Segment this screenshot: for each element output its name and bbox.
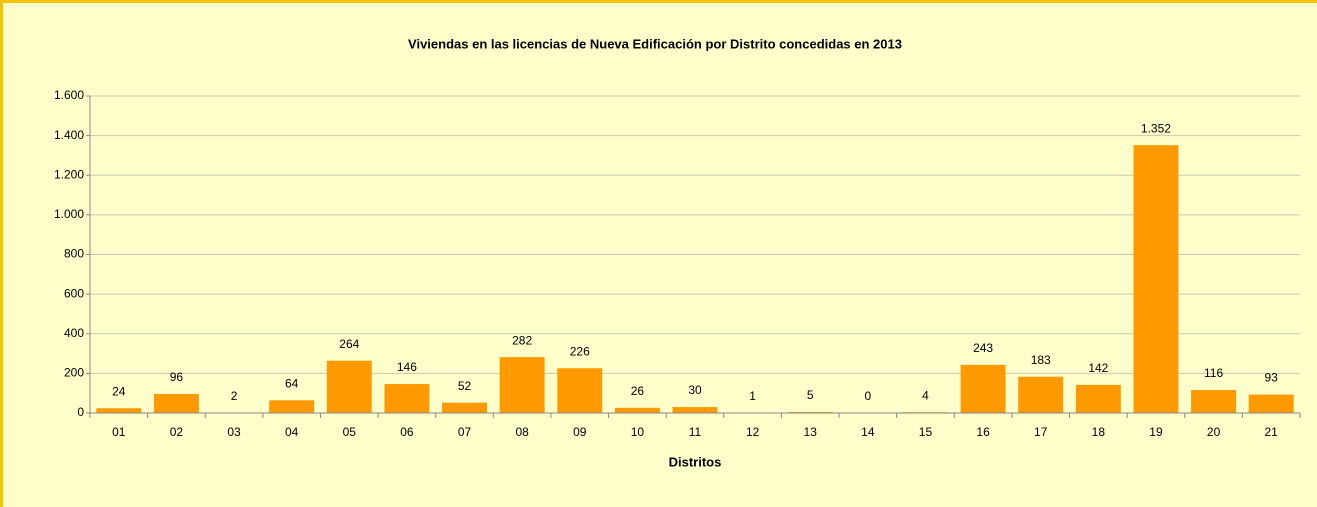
data-label: 52 bbox=[458, 379, 472, 393]
x-tick-label: 17 bbox=[1034, 425, 1048, 439]
data-label: 24 bbox=[112, 384, 126, 398]
y-tick-label: 1.000 bbox=[54, 207, 84, 221]
data-label: 0 bbox=[865, 389, 872, 403]
bar bbox=[96, 408, 142, 413]
data-label: 264 bbox=[339, 337, 359, 351]
x-axis-title: Distritos bbox=[669, 454, 722, 469]
data-label: 183 bbox=[1031, 353, 1051, 367]
data-label: 4 bbox=[922, 388, 929, 402]
data-label: 142 bbox=[1088, 361, 1108, 375]
data-label: 5 bbox=[807, 388, 814, 402]
data-label: 1.352 bbox=[1141, 121, 1171, 135]
data-label: 30 bbox=[688, 383, 702, 397]
data-label: 282 bbox=[512, 333, 532, 347]
y-tick-label: 0 bbox=[77, 405, 84, 419]
bar bbox=[442, 402, 487, 413]
bar bbox=[614, 407, 660, 413]
x-tick-label: 16 bbox=[976, 425, 990, 439]
y-tick-label: 800 bbox=[64, 247, 84, 261]
x-tick-label: 07 bbox=[458, 425, 472, 439]
bar bbox=[557, 368, 603, 413]
bar bbox=[153, 393, 199, 413]
data-label: 226 bbox=[570, 344, 590, 358]
data-label: 64 bbox=[285, 376, 299, 390]
x-tick-label: 02 bbox=[170, 425, 184, 439]
x-tick-label: 08 bbox=[515, 425, 529, 439]
data-label: 2 bbox=[231, 389, 238, 403]
x-tick-label: 01 bbox=[112, 425, 126, 439]
x-tick-label: 19 bbox=[1149, 425, 1163, 439]
y-tick-label: 1.400 bbox=[54, 128, 84, 142]
x-tick-label: 15 bbox=[919, 425, 933, 439]
data-label: 96 bbox=[170, 370, 184, 384]
x-tick-label: 09 bbox=[573, 425, 587, 439]
data-label: 243 bbox=[973, 341, 993, 355]
x-tick-label: 21 bbox=[1265, 425, 1279, 439]
data-label: 116 bbox=[1204, 366, 1223, 380]
data-label: 93 bbox=[1265, 371, 1279, 385]
bar bbox=[384, 384, 430, 413]
y-tick-label: 400 bbox=[64, 326, 84, 340]
x-tick-label: 04 bbox=[285, 425, 299, 439]
x-tick-label: 13 bbox=[804, 425, 818, 439]
bar bbox=[1248, 394, 1294, 413]
y-tick-label: 200 bbox=[64, 366, 84, 380]
y-tick-label: 1.200 bbox=[54, 167, 84, 181]
data-label: 26 bbox=[631, 384, 645, 398]
x-tick-label: 06 bbox=[400, 425, 414, 439]
data-label: 1 bbox=[749, 389, 756, 403]
x-tick-label: 18 bbox=[1092, 425, 1106, 439]
bar bbox=[1075, 384, 1121, 413]
bar bbox=[1133, 145, 1179, 413]
bar bbox=[960, 364, 1006, 413]
x-tick-label: 12 bbox=[746, 425, 760, 439]
y-tick-label: 1.600 bbox=[54, 88, 84, 102]
bar bbox=[1018, 376, 1064, 413]
bar bbox=[326, 360, 372, 413]
chart-title: Viviendas en las licencias de Nueva Edif… bbox=[408, 36, 902, 51]
x-tick-label: 11 bbox=[689, 425, 702, 439]
x-tick-label: 05 bbox=[343, 425, 357, 439]
x-tick-label: 03 bbox=[227, 425, 241, 439]
bar bbox=[1191, 390, 1237, 413]
x-tick-label: 14 bbox=[861, 425, 875, 439]
y-tick-label: 600 bbox=[64, 286, 84, 300]
x-tick-label: 20 bbox=[1207, 425, 1221, 439]
bar bbox=[269, 400, 315, 413]
bar bbox=[499, 357, 545, 413]
data-label: 146 bbox=[397, 360, 417, 374]
bar bbox=[672, 407, 718, 413]
x-tick-label: 10 bbox=[631, 425, 645, 439]
